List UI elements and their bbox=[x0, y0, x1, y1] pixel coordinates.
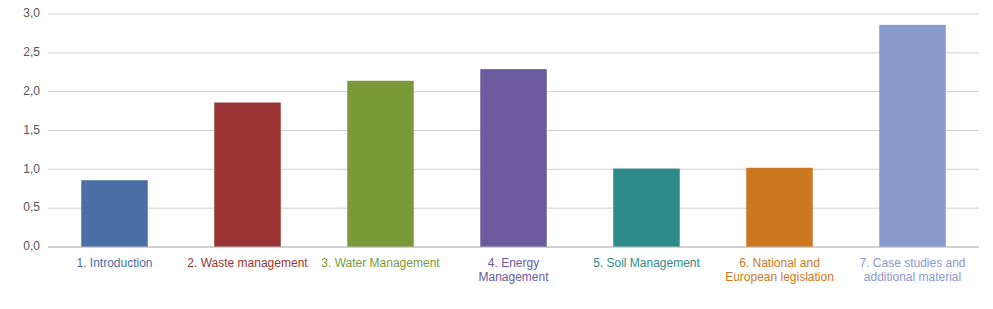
x-tick-label-line: additional material bbox=[864, 270, 961, 284]
y-axis: 0,0 0,5 1,0 1,5 2,0 2,5 3,0 bbox=[23, 6, 40, 253]
bar bbox=[613, 169, 680, 247]
x-axis: 1. Introduction 2. Waste management 3. Wat… bbox=[76, 256, 965, 284]
chart-svg: 0,0 0,5 1,0 1,5 2,0 2,5 3,0 1. Introduction 2. W… bbox=[0, 0, 993, 309]
grid-line bbox=[48, 14, 979, 15]
chart-container: 0,0 0,5 1,0 1,5 2,0 2,5 3,0 1. Introduction 2. W… bbox=[0, 0, 993, 309]
x-tick-label-line: Management bbox=[478, 270, 549, 284]
x-tick-label: 4. EnergyManagement bbox=[478, 256, 549, 284]
x-tick-label: 3. Water Management bbox=[321, 256, 440, 270]
bar bbox=[746, 168, 813, 247]
x-tick-label-line: 6. National and bbox=[739, 256, 820, 270]
x-tick-label-line: 3. Water Management bbox=[321, 256, 440, 270]
y-tick-label: 1,5 bbox=[23, 123, 40, 137]
bar bbox=[480, 69, 547, 247]
y-tick-label: 1,0 bbox=[23, 162, 40, 176]
x-tick-label-line: 5. Soil Management bbox=[593, 256, 700, 270]
x-tick-label: 5. Soil Management bbox=[593, 256, 700, 270]
y-grid bbox=[48, 14, 979, 247]
x-tick-label-line: 7. Case studies and bbox=[859, 256, 965, 270]
bar bbox=[214, 103, 281, 247]
y-tick-label: 3,0 bbox=[23, 6, 40, 20]
x-tick-label: 1. Introduction bbox=[76, 256, 152, 270]
bar bbox=[879, 25, 946, 247]
y-tick-label: 0,0 bbox=[23, 239, 40, 253]
bar bbox=[81, 180, 148, 247]
x-tick-label-line: 4. Energy bbox=[488, 256, 539, 270]
y-tick-label: 2,5 bbox=[23, 45, 40, 59]
x-tick-label-line: European legislation bbox=[725, 270, 834, 284]
y-tick-label: 0,5 bbox=[23, 200, 40, 214]
x-tick-label-line: 1. Introduction bbox=[76, 256, 152, 270]
grid-line bbox=[48, 247, 979, 248]
x-tick-label: 2. Waste management bbox=[187, 256, 308, 270]
x-tick-label: 6. National andEuropean legislation bbox=[725, 256, 834, 284]
x-tick-label-line: 2. Waste management bbox=[187, 256, 308, 270]
x-axis-line bbox=[48, 247, 979, 248]
bars bbox=[81, 25, 946, 247]
grid-line bbox=[48, 52, 979, 53]
y-tick-label: 2,0 bbox=[23, 84, 40, 98]
bar bbox=[347, 81, 414, 247]
x-tick-label: 7. Case studies andadditional material bbox=[859, 256, 965, 284]
